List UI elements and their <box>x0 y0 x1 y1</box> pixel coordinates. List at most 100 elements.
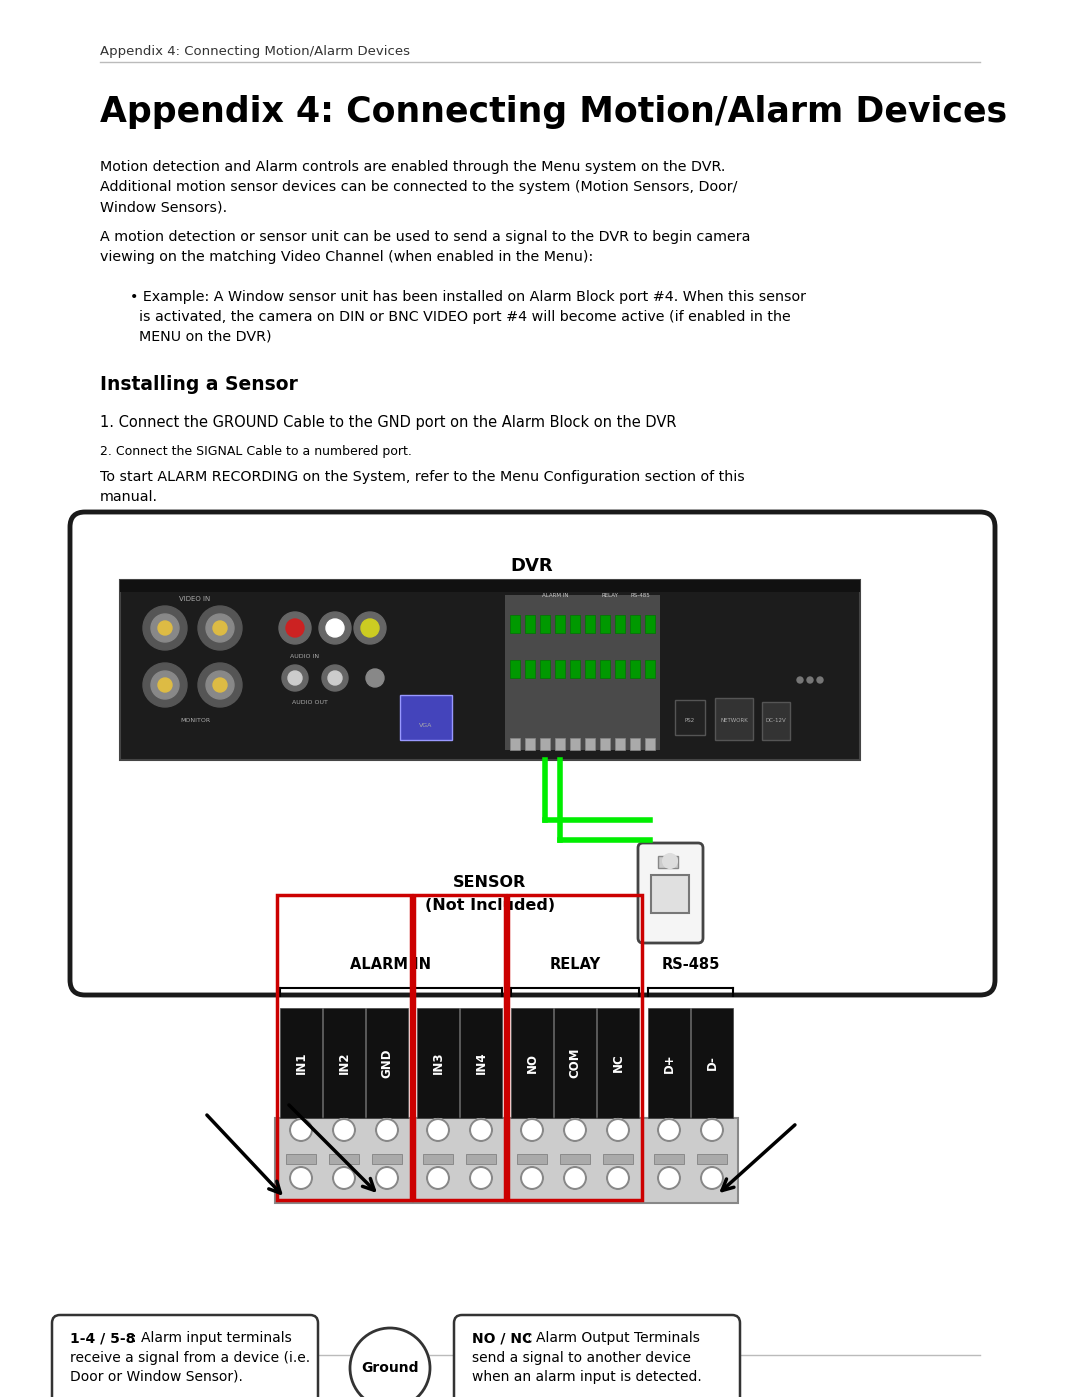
Bar <box>630 615 640 633</box>
Circle shape <box>354 612 386 644</box>
Bar <box>540 738 550 750</box>
Bar <box>570 738 580 750</box>
FancyBboxPatch shape <box>638 842 703 943</box>
Circle shape <box>470 1166 492 1189</box>
Bar <box>510 659 519 678</box>
Bar <box>570 659 580 678</box>
Bar <box>651 875 689 914</box>
Text: 1-4 / 5-8: 1-4 / 5-8 <box>70 1331 135 1345</box>
Text: NO / NC: NO / NC <box>472 1331 532 1345</box>
Text: GND: GND <box>380 1048 393 1077</box>
Text: : Alarm input terminals: : Alarm input terminals <box>132 1331 292 1345</box>
Text: 52: 52 <box>100 1380 120 1396</box>
Bar <box>697 1154 727 1164</box>
Circle shape <box>319 612 351 644</box>
Bar <box>570 615 580 633</box>
Circle shape <box>333 1166 355 1189</box>
Bar <box>400 694 453 740</box>
Circle shape <box>206 671 234 698</box>
Circle shape <box>470 1119 492 1141</box>
Bar <box>120 580 860 760</box>
Text: NC: NC <box>611 1053 624 1073</box>
Circle shape <box>663 854 677 868</box>
Bar <box>645 738 654 750</box>
Bar <box>715 698 753 740</box>
Circle shape <box>366 669 384 687</box>
Text: send a signal to another device
when an alarm input is detected.: send a signal to another device when an … <box>472 1351 702 1384</box>
Circle shape <box>350 1329 430 1397</box>
Bar <box>366 1009 408 1118</box>
Circle shape <box>607 1119 629 1141</box>
Text: IN4: IN4 <box>474 1052 487 1074</box>
Circle shape <box>333 1119 355 1141</box>
Text: PS2: PS2 <box>685 718 696 724</box>
Bar <box>510 615 519 633</box>
Circle shape <box>158 622 172 636</box>
Bar <box>630 659 640 678</box>
Circle shape <box>658 1119 680 1141</box>
Text: D+: D+ <box>662 1053 675 1073</box>
Circle shape <box>282 665 308 692</box>
Text: AUDIO OUT: AUDIO OUT <box>292 700 328 705</box>
Bar <box>648 1009 690 1118</box>
Bar <box>691 1009 733 1118</box>
Circle shape <box>658 1166 680 1189</box>
Bar <box>417 1009 459 1118</box>
Circle shape <box>198 606 242 650</box>
Text: Motion detection and Alarm controls are enabled through the Menu system on the D: Motion detection and Alarm controls are … <box>100 161 738 214</box>
Text: NETWORK: NETWORK <box>720 718 747 724</box>
Bar <box>615 659 625 678</box>
Text: ALARM IN: ALARM IN <box>351 957 432 972</box>
Bar <box>555 615 565 633</box>
Text: IN1: IN1 <box>295 1052 308 1074</box>
Bar <box>540 615 550 633</box>
Circle shape <box>564 1119 586 1141</box>
Bar <box>525 615 535 633</box>
Circle shape <box>158 678 172 692</box>
Bar <box>762 703 789 740</box>
FancyBboxPatch shape <box>70 511 995 995</box>
Circle shape <box>151 615 179 643</box>
Bar <box>645 659 654 678</box>
Text: 2. Connect the SIGNAL Cable to a numbered port.: 2. Connect the SIGNAL Cable to a numbere… <box>100 446 411 458</box>
Bar <box>286 1154 316 1164</box>
Text: VIDEO IN: VIDEO IN <box>179 597 211 602</box>
Bar <box>372 1154 402 1164</box>
Bar <box>597 1009 639 1118</box>
Circle shape <box>564 1166 586 1189</box>
Circle shape <box>198 664 242 707</box>
Text: RS-485: RS-485 <box>661 957 719 972</box>
Bar <box>276 895 411 1200</box>
Text: MONITOR: MONITOR <box>180 718 211 724</box>
Text: NO: NO <box>526 1053 539 1073</box>
Text: D-: D- <box>705 1056 718 1070</box>
Bar <box>615 738 625 750</box>
Bar <box>585 659 595 678</box>
Circle shape <box>328 671 342 685</box>
FancyBboxPatch shape <box>52 1315 318 1397</box>
Circle shape <box>816 678 823 683</box>
Circle shape <box>427 1166 449 1189</box>
Bar <box>645 615 654 633</box>
Text: IN3: IN3 <box>432 1052 445 1074</box>
Text: A motion detection or sensor unit can be used to send a signal to the DVR to beg: A motion detection or sensor unit can be… <box>100 231 751 264</box>
Text: : Alarm Output Terminals: : Alarm Output Terminals <box>527 1331 700 1345</box>
Bar <box>517 1154 546 1164</box>
Text: ALARM IN: ALARM IN <box>542 592 568 598</box>
Circle shape <box>143 664 187 707</box>
Bar <box>658 856 678 868</box>
Circle shape <box>213 622 227 636</box>
Bar <box>603 1154 633 1164</box>
Text: Appendix 4: Connecting Motion/Alarm Devices: Appendix 4: Connecting Motion/Alarm Devi… <box>100 95 1008 129</box>
Text: DC-12V: DC-12V <box>766 718 786 724</box>
Bar <box>505 595 660 750</box>
Bar <box>561 1154 590 1164</box>
Circle shape <box>206 615 234 643</box>
FancyBboxPatch shape <box>454 1315 740 1397</box>
Circle shape <box>326 619 345 637</box>
Bar <box>654 1154 684 1164</box>
Bar <box>554 1009 596 1118</box>
Bar <box>323 1009 365 1118</box>
Bar <box>585 615 595 633</box>
Circle shape <box>288 671 302 685</box>
